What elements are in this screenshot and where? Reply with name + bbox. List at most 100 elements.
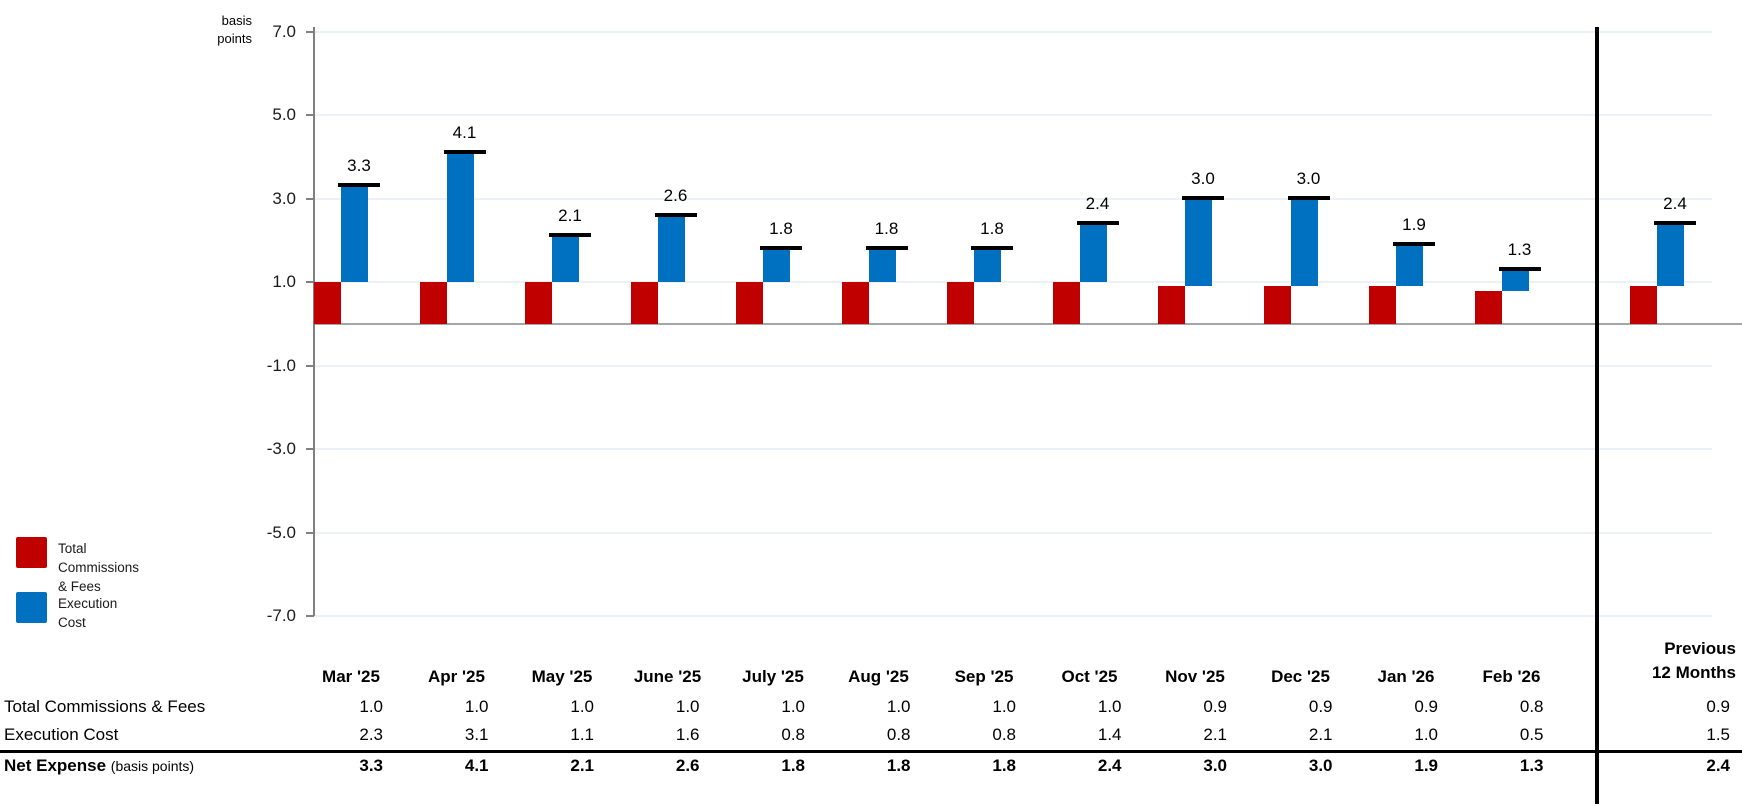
table-cell: 1.0 — [1097, 697, 1122, 716]
commissions-bar — [1052, 282, 1080, 324]
commissions-bar — [1263, 286, 1291, 324]
zero-baseline — [314, 323, 1742, 325]
grid-line — [314, 281, 1712, 284]
net-expense-value-label: 2.4 — [1663, 193, 1687, 213]
execution-legend-label: Execution Cost — [58, 596, 118, 630]
table-cell: 2.1 — [1203, 725, 1227, 744]
y-axis-tick-label: 7.0 — [272, 22, 296, 42]
table-cell: 1.8 — [781, 756, 805, 775]
commissions-bar — [736, 282, 763, 324]
y-axis-tick — [306, 614, 314, 617]
y-axis-tick-label: -5.0 — [266, 522, 296, 542]
execution-bar — [1501, 269, 1529, 291]
table-cell: 1.0 — [886, 697, 911, 716]
commissions-bar — [947, 282, 974, 324]
table-cell: 0.8 — [1519, 697, 1544, 716]
table-cell: 1.0 — [570, 697, 594, 716]
table-summary-cell: 2.4 — [1706, 756, 1730, 775]
y-axis-tick — [306, 531, 314, 534]
commissions-bar — [841, 282, 869, 324]
table-cell: 1.0 — [675, 697, 700, 716]
table-column-header: Jan '26 — [1377, 667, 1435, 686]
net-expense-cap — [1287, 195, 1330, 200]
table-cell: 2.1 — [1308, 725, 1333, 744]
table-column-header: Nov '25 — [1165, 667, 1225, 686]
table-summary-cell: 0.9 — [1706, 697, 1730, 716]
net-expense-value-label: 4.1 — [452, 122, 477, 142]
net-expense-cap — [1182, 195, 1224, 200]
table-cell: 0.9 — [1414, 697, 1438, 716]
table-cell: 2.3 — [359, 725, 383, 744]
commissions-bar — [1630, 286, 1657, 324]
net-expense-value-label: 3.0 — [1296, 168, 1321, 188]
summary-separator-line — [1595, 27, 1599, 804]
table-cell: 3.0 — [1203, 756, 1227, 775]
execution-bar — [1657, 223, 1684, 287]
net-expense-label-suffix: (basis points) — [110, 758, 195, 774]
table-column-header: May '25 — [531, 667, 593, 686]
table-cell: 0.8 — [781, 725, 805, 744]
commissions-bar — [1474, 290, 1502, 324]
table-cell: 1.0 — [359, 697, 383, 716]
table-cell: 2.4 — [1097, 756, 1122, 775]
net-expense-value-label: 1.3 — [1507, 239, 1532, 259]
row-label-commissions: Total Commissions & Fees — [4, 697, 206, 716]
net-expense-value-label: 2.6 — [663, 185, 688, 205]
grid-line — [314, 448, 1712, 451]
table-cell: 1.3 — [1519, 756, 1544, 775]
net-expense-cap — [1498, 266, 1541, 271]
commissions-bar — [419, 282, 447, 324]
grid-line — [314, 531, 1712, 534]
table-cell: 1.6 — [675, 725, 700, 744]
y-axis-unit-label: basis points — [217, 13, 252, 46]
net-expense-value-label: 3.0 — [1191, 168, 1215, 188]
table-cell: 0.9 — [1203, 697, 1227, 716]
execution-bar — [552, 236, 579, 283]
net-expense-value-label: 2.1 — [558, 206, 582, 226]
execution-legend-swatch-icon — [16, 592, 47, 623]
commissions-bar — [1158, 286, 1185, 324]
y-axis-tick — [306, 364, 314, 367]
net-expense-value-label: 1.9 — [1402, 214, 1426, 234]
execution-bar — [974, 248, 1001, 283]
y-axis-tick-label: 5.0 — [272, 105, 296, 125]
execution-bar — [446, 152, 474, 283]
net-expense-value-label: 1.8 — [874, 218, 899, 238]
table-cell: 1.8 — [886, 756, 911, 775]
y-axis-tick-label: 1.0 — [272, 272, 296, 292]
table-summary-cell: 1.5 — [1706, 725, 1730, 744]
table-column-header: Sep '25 — [954, 667, 1014, 686]
commissions-bar — [525, 282, 552, 324]
y-axis-tick — [306, 114, 314, 117]
net-expense-cap — [1393, 241, 1435, 246]
table-divider-line — [0, 750, 1742, 753]
y-axis-tick — [306, 448, 314, 451]
table-column-header: Dec '25 — [1271, 667, 1330, 686]
table-cell: 1.0 — [464, 697, 489, 716]
table-column-header: Apr '25 — [428, 667, 485, 686]
table-column-header: Mar '25 — [322, 667, 380, 686]
table-cell: 0.8 — [886, 725, 911, 744]
row-label-execution: Execution Cost — [4, 725, 119, 744]
commissions-bar — [314, 282, 341, 324]
table-column-header: Oct '25 — [1061, 667, 1118, 686]
table-column-header: June '25 — [633, 667, 702, 686]
execution-bar — [763, 248, 790, 283]
grid-line — [314, 364, 1712, 367]
grid-line — [314, 31, 1712, 34]
net-expense-cap — [1076, 220, 1119, 225]
table-cell: 3.1 — [464, 725, 489, 744]
table-cell: 1.4 — [1097, 725, 1122, 744]
table-cell: 3.0 — [1308, 756, 1333, 775]
table-cell: 0.5 — [1519, 725, 1544, 744]
execution-bar — [1396, 244, 1423, 287]
grid-line — [314, 614, 1712, 617]
net-expense-cap — [654, 212, 697, 217]
execution-bar — [1079, 223, 1107, 283]
commissions-bar — [630, 282, 658, 324]
net-expense-value-label: 2.4 — [1085, 193, 1110, 213]
table-column-header: Aug '25 — [848, 667, 909, 686]
table-cell: 2.6 — [675, 756, 700, 775]
table-cell: 4.1 — [464, 756, 489, 775]
